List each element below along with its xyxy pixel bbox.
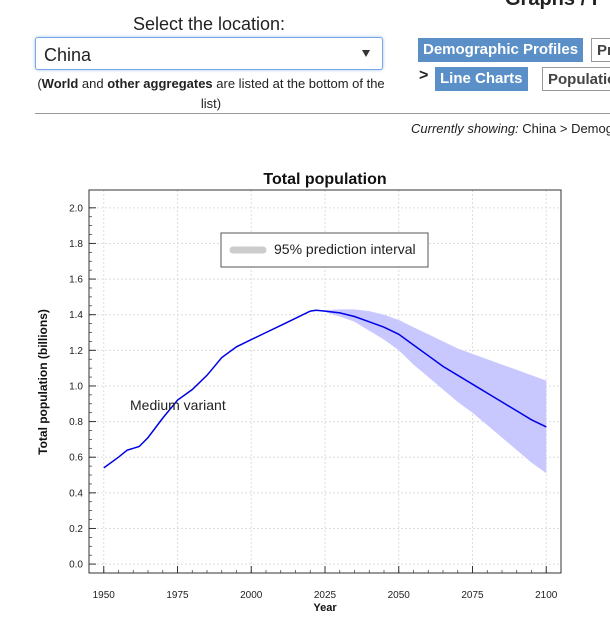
y-tick-label: 0.8 [69,417,83,428]
location-note: (World and other aggregates are listed a… [35,74,387,114]
x-tick-label: 2025 [314,590,337,601]
ticks: 1950 1975 2000 2025 2050 2075 2100 0.0 0.2 0.4 0.6… [69,203,558,601]
legend-label: 95% prediction interval [274,241,416,257]
page-title-partial: Graphs / I [505,0,597,11]
y-tick-label: 0.4 [69,488,83,499]
y-tick-label: 1.4 [69,310,83,321]
location-select[interactable]: China [35,37,383,70]
x-tick-label: 2075 [461,590,484,601]
location-select-value: China [44,45,92,65]
population-button[interactable]: Populatio [542,67,610,91]
y-tick-label: 0.2 [69,524,83,535]
divider [35,113,610,114]
x-tick-label: 2100 [535,590,558,601]
prediction-interval-area [316,309,547,474]
y-tick-label: 0.6 [69,453,83,464]
y-tick-label: 1.2 [69,346,83,357]
x-tick-label: 2000 [240,590,263,601]
y-tick-label: 1.0 [69,381,83,392]
currently-showing-label: Currently showing: [411,121,519,136]
line-charts-button[interactable]: Line Charts [435,67,528,91]
x-axis-label: Year [313,602,337,614]
note-and: and [78,76,108,91]
legend: 95% prediction interval [220,232,429,268]
note-rest: are listed at the bottom of the list) [200,76,385,111]
nav-partial-button[interactable]: Pr [591,38,610,62]
currently-showing: Currently showing: China > Demogr [411,121,610,136]
note-open: ( [37,76,42,91]
median-series [103,309,547,469]
note-world: World [41,76,79,91]
x-tick-label: 1950 [93,590,116,601]
chevron-down-icon [362,50,370,57]
median-variant-annotation: Medium variant [130,397,226,413]
nav-separator: > [419,67,429,84]
prediction-interval-band [316,309,547,474]
x-tick-label: 1975 [166,590,189,601]
y-tick-label: 1.8 [69,239,83,250]
y-axis-label: Total population (billions) [36,309,50,455]
y-tick-label: 1.6 [69,275,83,286]
demographic-profiles-button[interactable]: Demographic Profiles [418,38,584,62]
currently-showing-value: China > Demogr [522,121,610,136]
x-tick-label: 2050 [388,590,411,601]
y-tick-label: 0.0 [69,560,83,571]
y-tick-label: 2.0 [69,203,83,214]
select-location-label: Select the location: [132,14,286,34]
chart-title: Total population [263,171,386,188]
median-variant-line [103,309,547,469]
note-aggregates: other aggregates [107,76,213,91]
